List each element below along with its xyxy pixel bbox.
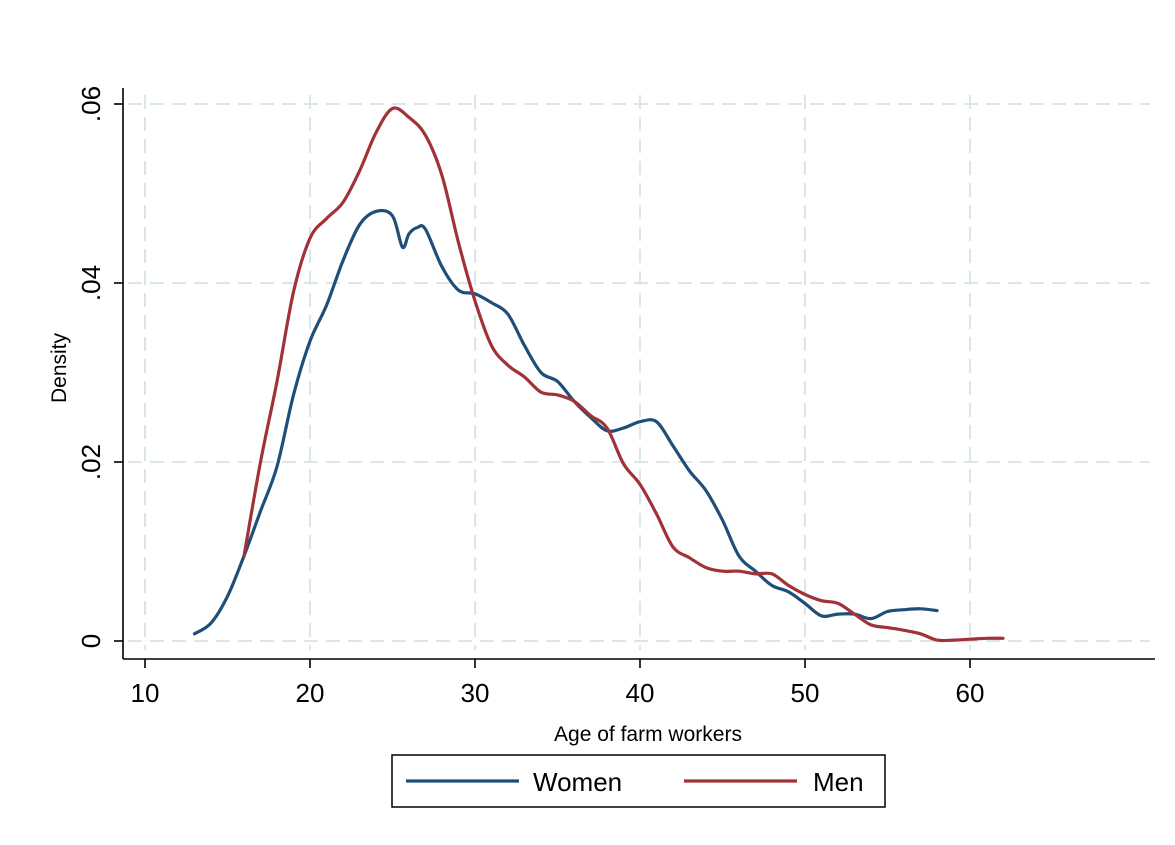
x-axis-title: Age of farm workers (554, 723, 742, 746)
x-tick-label-4: 50 (791, 678, 820, 708)
axes (122, 88, 1155, 660)
y-ticks: 0 .02 .04 .06 (76, 86, 123, 648)
x-tick-label-2: 30 (461, 678, 490, 708)
x-tick-label-1: 20 (296, 678, 325, 708)
x-ticks: 10 20 30 40 50 60 (131, 659, 985, 708)
legend: Women Men (391, 754, 886, 808)
grid (128, 95, 1150, 650)
x-tick-label-0: 10 (131, 678, 160, 708)
legend-label-men: Men (813, 767, 864, 797)
y-axis-title: Density (48, 332, 71, 403)
series-line-men (242, 106, 1005, 643)
legend-label-women: Women (533, 767, 622, 797)
series-layer (192, 106, 1005, 643)
x-tick-label-3: 40 (626, 678, 655, 708)
y-tick-label-2: .04 (76, 265, 106, 301)
y-tick-label-3: .06 (76, 86, 106, 122)
y-tick-label-1: .02 (76, 444, 106, 480)
series-line-women (192, 208, 939, 636)
x-tick-label-5: 60 (956, 678, 985, 708)
y-tick-label-0: 0 (76, 634, 106, 648)
